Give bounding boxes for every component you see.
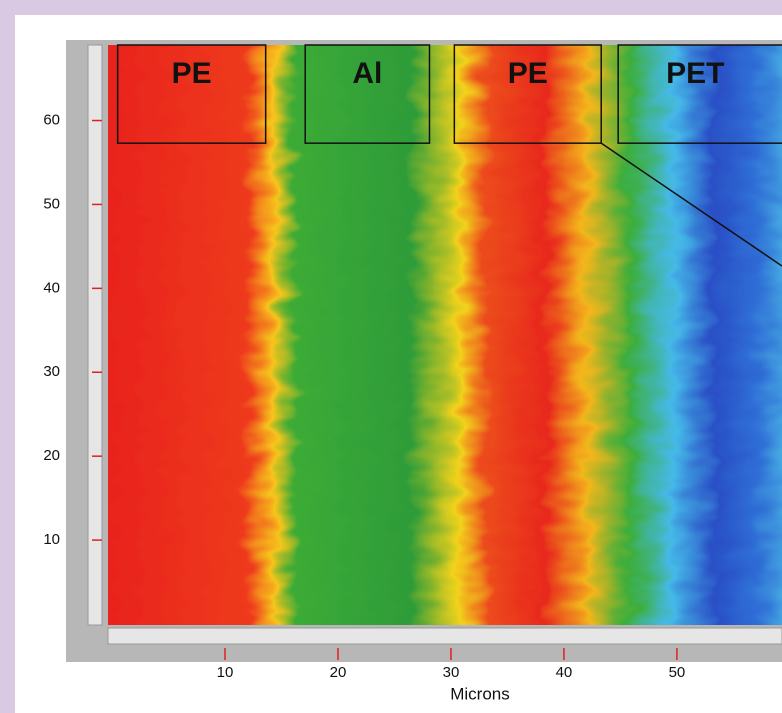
scrollbar xyxy=(87,44,103,626)
y-tick-label: 10 xyxy=(43,531,60,548)
region-label: PET xyxy=(666,57,724,90)
x-axis-label: Microns xyxy=(450,684,510,703)
region-label: PE xyxy=(508,57,548,90)
heatmap-image xyxy=(108,45,782,625)
y-tick-label: 50 xyxy=(43,195,60,212)
region-box xyxy=(453,44,602,144)
region-label: PE xyxy=(172,57,212,90)
y-tick-label: 20 xyxy=(43,447,60,464)
y-tick-label: 30 xyxy=(43,363,60,380)
region-label: Al xyxy=(352,57,382,90)
x-tick-label: 20 xyxy=(330,664,347,681)
region-box xyxy=(617,44,782,144)
x-tick-label: 10 xyxy=(217,664,234,681)
x-tick-label: 30 xyxy=(443,664,460,681)
y-tick-label: 40 xyxy=(43,279,60,296)
region-box xyxy=(304,44,431,144)
callout-line xyxy=(600,142,782,267)
x-tick-label: 40 xyxy=(556,664,573,681)
region-box xyxy=(116,44,267,144)
x-tick-label: 50 xyxy=(669,664,686,681)
y-tick-label: 60 xyxy=(43,111,60,128)
heatmap xyxy=(108,45,782,625)
scrollbar xyxy=(107,627,782,645)
